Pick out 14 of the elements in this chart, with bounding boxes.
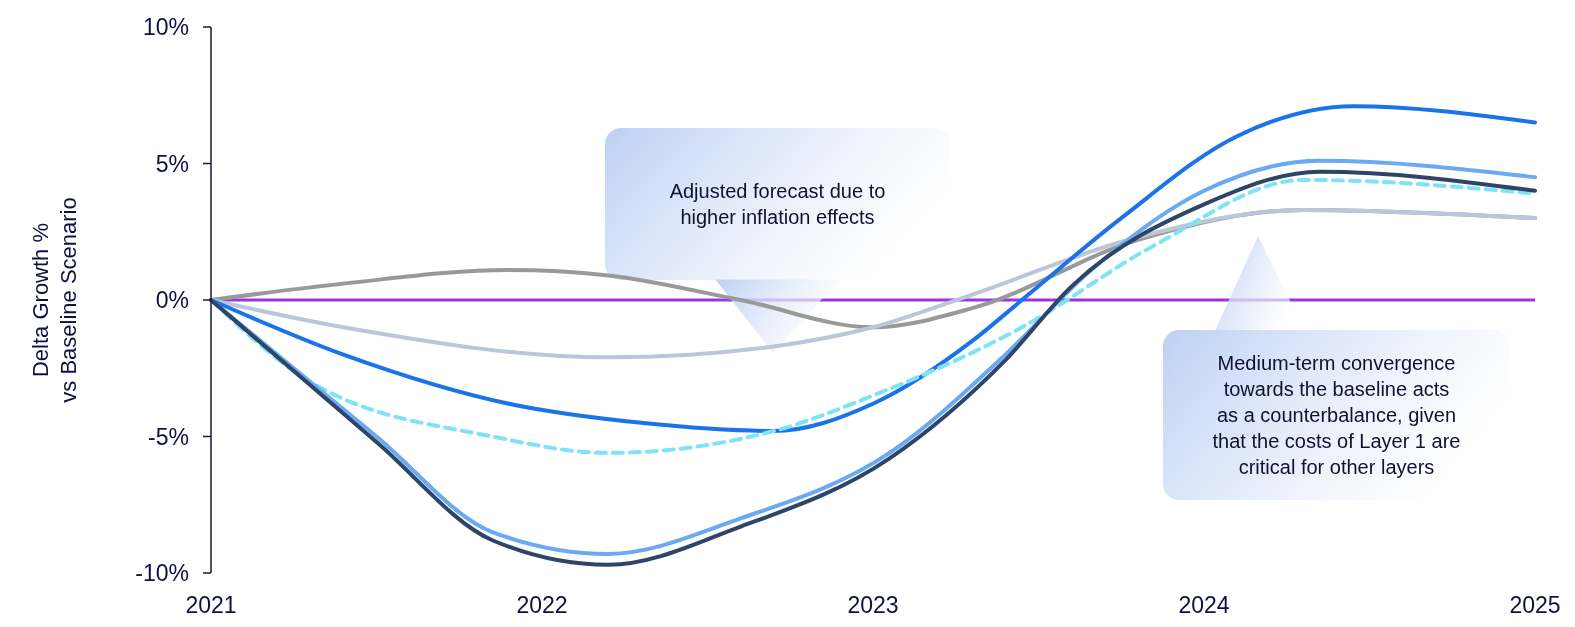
x-tick-label: 2022 xyxy=(516,592,568,618)
y-axis-title: Delta Growth % vs Baseline Scenario xyxy=(28,197,81,403)
y-tick-label: -5% xyxy=(148,423,189,450)
y-tick-label: 10% xyxy=(142,14,189,41)
y-tick-label: -10% xyxy=(135,560,189,587)
annotation: Adjusted forecast due to higher inflation effects xyxy=(669,180,886,228)
annotation: Medium-term convergence towards the baseline acts as a counterbalance, given that the costs of Layer 1 are critical for other layers xyxy=(1212,352,1461,478)
x-tick-label: 2021 xyxy=(185,592,237,618)
x-tick-label: 2023 xyxy=(847,592,899,618)
y-tick-label: 0% xyxy=(155,287,189,314)
line-series xyxy=(209,104,1537,434)
x-tick-label: 2025 xyxy=(1509,592,1561,618)
x-tick-label: 2024 xyxy=(1178,592,1230,618)
y-tick-label: 5% xyxy=(155,150,189,177)
